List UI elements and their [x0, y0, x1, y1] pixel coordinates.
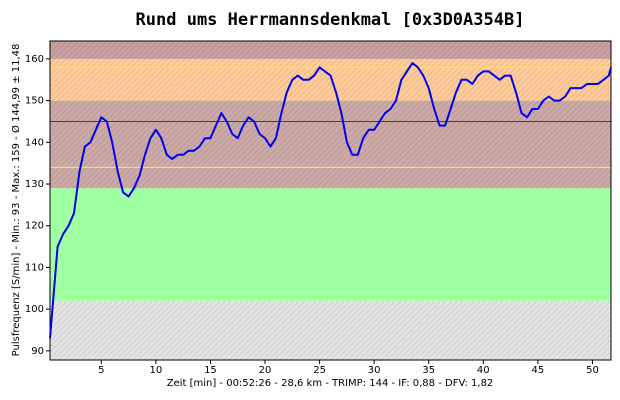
- zone: [50, 188, 611, 301]
- y-tick-label: 150: [25, 96, 44, 107]
- x-tick-label: 10: [150, 365, 163, 376]
- heart-rate-line: [49, 62, 612, 339]
- y-tick-label: 120: [25, 221, 44, 232]
- zone-hatch: [50, 300, 611, 360]
- x-tick-label: 35: [422, 365, 435, 376]
- plot-border: [49, 40, 612, 361]
- y-tick-label: 130: [25, 179, 44, 190]
- x-tick-label: 40: [477, 365, 490, 376]
- y-axis-label: Pulsfrequenz [S/min] - Min.: 93 - Max.: …: [10, 44, 22, 357]
- chart-title: Rund ums Herrmannsdenkmal [0x3D0A354B]: [136, 10, 525, 30]
- y-tick-label: 90: [31, 346, 44, 357]
- x-tick-label: 30: [368, 365, 381, 376]
- zone-hatch: [50, 41, 611, 59]
- x-tick-label: 15: [204, 365, 217, 376]
- zone-hatch: [50, 58, 611, 101]
- x-tick-label: 50: [586, 365, 599, 376]
- x-tick-label: 20: [259, 365, 272, 376]
- y-tick-label: 160: [25, 54, 44, 65]
- y-tick-label: 110: [25, 262, 44, 273]
- x-tick-label: 45: [532, 365, 545, 376]
- x-tick-label: 5: [98, 365, 104, 376]
- y-tick-label: 140: [25, 137, 44, 148]
- x-axis-label: Zeit [min] - 00:52:26 - 28,6 km - TRIMP:…: [167, 378, 494, 389]
- y-tick-label: 100: [25, 304, 44, 315]
- x-tick-label: 25: [313, 365, 326, 376]
- zone-hatch: [50, 100, 611, 189]
